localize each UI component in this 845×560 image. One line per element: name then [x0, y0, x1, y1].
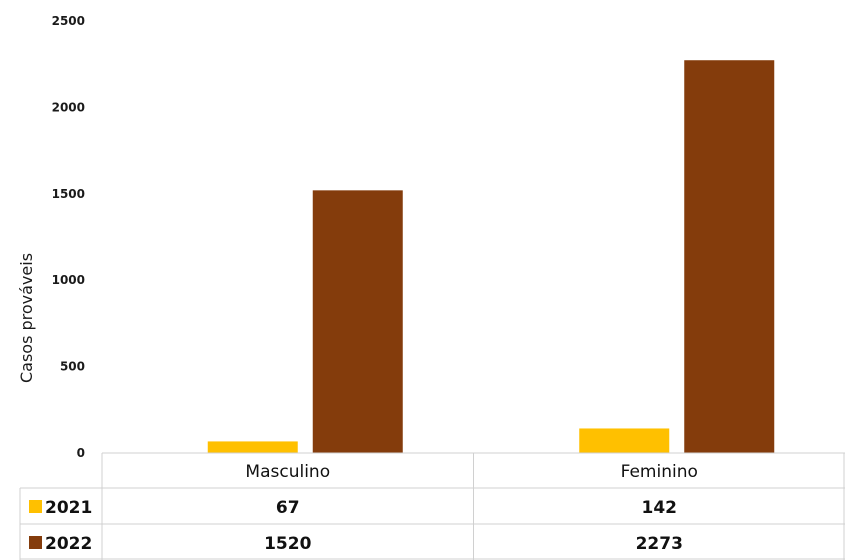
category-label: Masculino	[245, 462, 330, 482]
data-value: 2273	[636, 534, 683, 554]
bar-2021-feminino	[579, 428, 670, 453]
y-tick-label: 2500	[52, 14, 85, 28]
legend-swatch-2021	[29, 500, 42, 513]
legend-label: 2021	[45, 498, 92, 518]
bar-2021-masculino	[207, 441, 298, 453]
data-table: Masculino Feminino 2021 67 142 2022 1520 2273	[19, 452, 845, 560]
legend-swatch-2022	[29, 536, 42, 549]
bars	[207, 60, 775, 454]
y-axis-label: Casos prováveis	[17, 253, 36, 383]
data-value: 67	[276, 498, 300, 518]
bar-2022-feminino	[684, 60, 775, 454]
y-tick-label: 2000	[52, 100, 85, 114]
bar-2022-masculino	[312, 190, 403, 453]
y-tick-label: 0	[77, 446, 85, 460]
y-axis-ticks: 0 500 1000 1500 2000 2500	[52, 14, 85, 460]
data-value: 142	[642, 498, 678, 518]
y-tick-label: 1000	[52, 273, 85, 287]
y-tick-label: 1500	[52, 187, 85, 201]
data-value: 1520	[264, 534, 311, 554]
category-label: Feminino	[621, 462, 698, 482]
y-tick-label: 500	[60, 360, 85, 374]
legend-label: 2022	[45, 534, 92, 554]
